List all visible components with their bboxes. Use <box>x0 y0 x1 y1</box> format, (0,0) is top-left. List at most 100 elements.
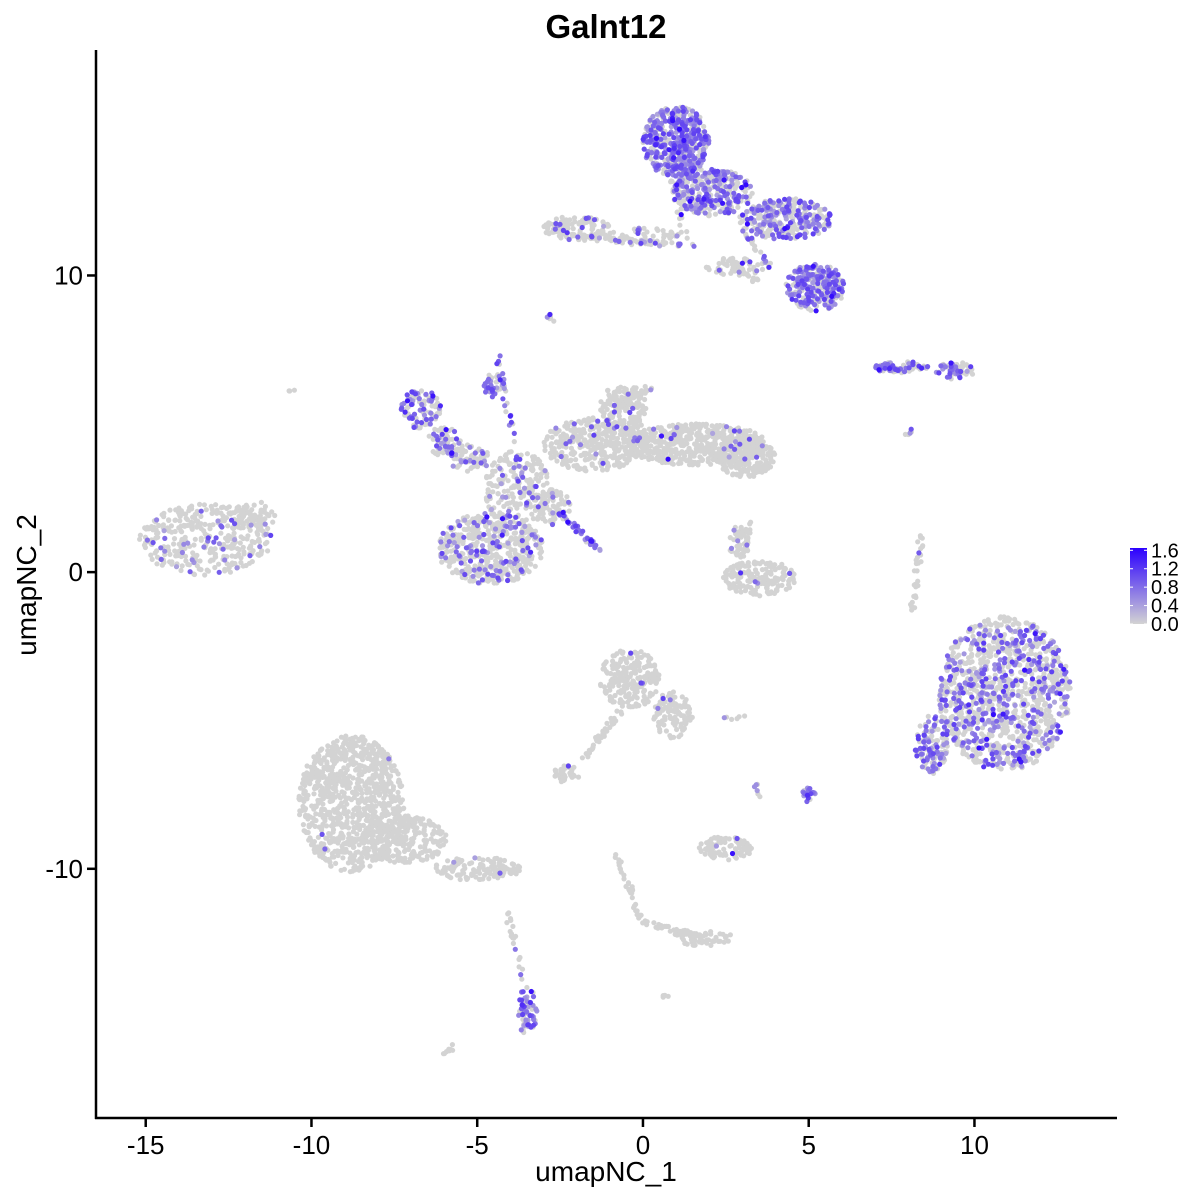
cell-point <box>1004 728 1011 734</box>
cell-point <box>198 535 204 541</box>
cell-point <box>689 430 695 436</box>
cell-point <box>530 516 537 522</box>
cell-point <box>453 567 459 573</box>
cell-point <box>678 723 684 729</box>
cell-point <box>687 717 693 723</box>
cell-point <box>752 561 758 567</box>
cell-point <box>780 574 786 580</box>
cell-point <box>141 542 148 548</box>
cell-point <box>672 694 678 700</box>
cell-point <box>451 556 457 563</box>
cell-point <box>565 463 571 469</box>
cell-point <box>194 508 200 514</box>
cell-point <box>604 454 610 460</box>
cell-point <box>649 437 655 443</box>
cell-point <box>596 426 602 433</box>
cell-point <box>541 496 548 502</box>
cell-point <box>165 525 171 531</box>
cell-point <box>748 584 754 591</box>
cell-point <box>631 423 637 429</box>
cell-point <box>646 663 652 669</box>
cell-point <box>166 517 172 523</box>
cell-point <box>207 522 213 528</box>
cell-point <box>254 529 260 536</box>
cell-point <box>746 848 752 854</box>
cell-point <box>558 433 564 440</box>
cell-point <box>495 491 501 497</box>
cell-point <box>156 522 162 529</box>
cell-point <box>560 770 566 776</box>
cell-point <box>768 445 774 451</box>
cell-point <box>728 270 734 276</box>
cell-point <box>511 536 517 542</box>
cell-point <box>658 425 664 431</box>
cell-point <box>724 262 730 269</box>
cell-point <box>234 546 241 552</box>
cell-point <box>618 656 624 663</box>
cell-point <box>469 465 475 471</box>
cell-point <box>511 568 517 574</box>
cell-point <box>470 578 476 584</box>
cell-point <box>1005 664 1011 670</box>
cell-point <box>660 228 666 234</box>
cell-point <box>772 567 778 573</box>
cell-point <box>178 567 184 574</box>
cell-point <box>736 465 742 471</box>
cell-point <box>256 539 262 545</box>
cell-point <box>702 851 708 857</box>
cell-point <box>759 266 766 272</box>
cell-point <box>604 401 610 407</box>
cell-point <box>178 528 184 534</box>
cell-point <box>202 521 208 528</box>
cell-point <box>212 564 218 571</box>
cell-point <box>722 852 728 858</box>
cell-point <box>1025 651 1032 657</box>
cell-point <box>564 494 570 500</box>
cell-point <box>743 468 749 474</box>
cell-point <box>753 569 759 575</box>
cell-point <box>686 445 692 451</box>
cell-point <box>760 449 766 455</box>
cell-point <box>717 422 723 429</box>
cell-point <box>662 448 668 454</box>
cell-point <box>232 553 238 560</box>
cell-point <box>488 481 494 487</box>
cell-point <box>497 521 503 528</box>
cell-point <box>759 574 765 581</box>
cell-point <box>956 652 962 658</box>
cell-point <box>1010 733 1016 740</box>
cell-point <box>769 581 775 587</box>
cell-point <box>602 689 608 695</box>
cell-point <box>654 456 660 462</box>
cell-point <box>986 643 992 649</box>
cell-point <box>664 441 670 447</box>
cell-point <box>978 660 984 666</box>
cell-point <box>265 525 271 532</box>
cell-point <box>202 531 208 537</box>
cell-point <box>388 765 394 771</box>
cell-point <box>617 697 624 703</box>
cell-point <box>670 440 676 447</box>
cell-point <box>669 240 675 246</box>
cell-point <box>737 455 743 461</box>
cell-point <box>698 437 704 443</box>
cell-point <box>182 545 188 552</box>
cell-point <box>218 510 224 516</box>
cell-point <box>731 581 737 587</box>
cell-point <box>418 388 425 394</box>
cell-point <box>695 442 701 449</box>
cell-point <box>950 650 956 656</box>
cell-point <box>704 429 710 435</box>
cell-point <box>603 669 610 675</box>
cell-point <box>179 563 185 569</box>
cell-point <box>192 536 198 542</box>
cell-point <box>270 519 276 525</box>
cell-point <box>247 510 253 516</box>
cell-point <box>1016 621 1022 627</box>
cell-point <box>1067 685 1073 691</box>
cell-point <box>250 548 256 554</box>
cell-point <box>667 715 673 721</box>
cell-point <box>1019 733 1025 739</box>
cell-point <box>722 839 728 846</box>
cell-point <box>255 518 261 524</box>
